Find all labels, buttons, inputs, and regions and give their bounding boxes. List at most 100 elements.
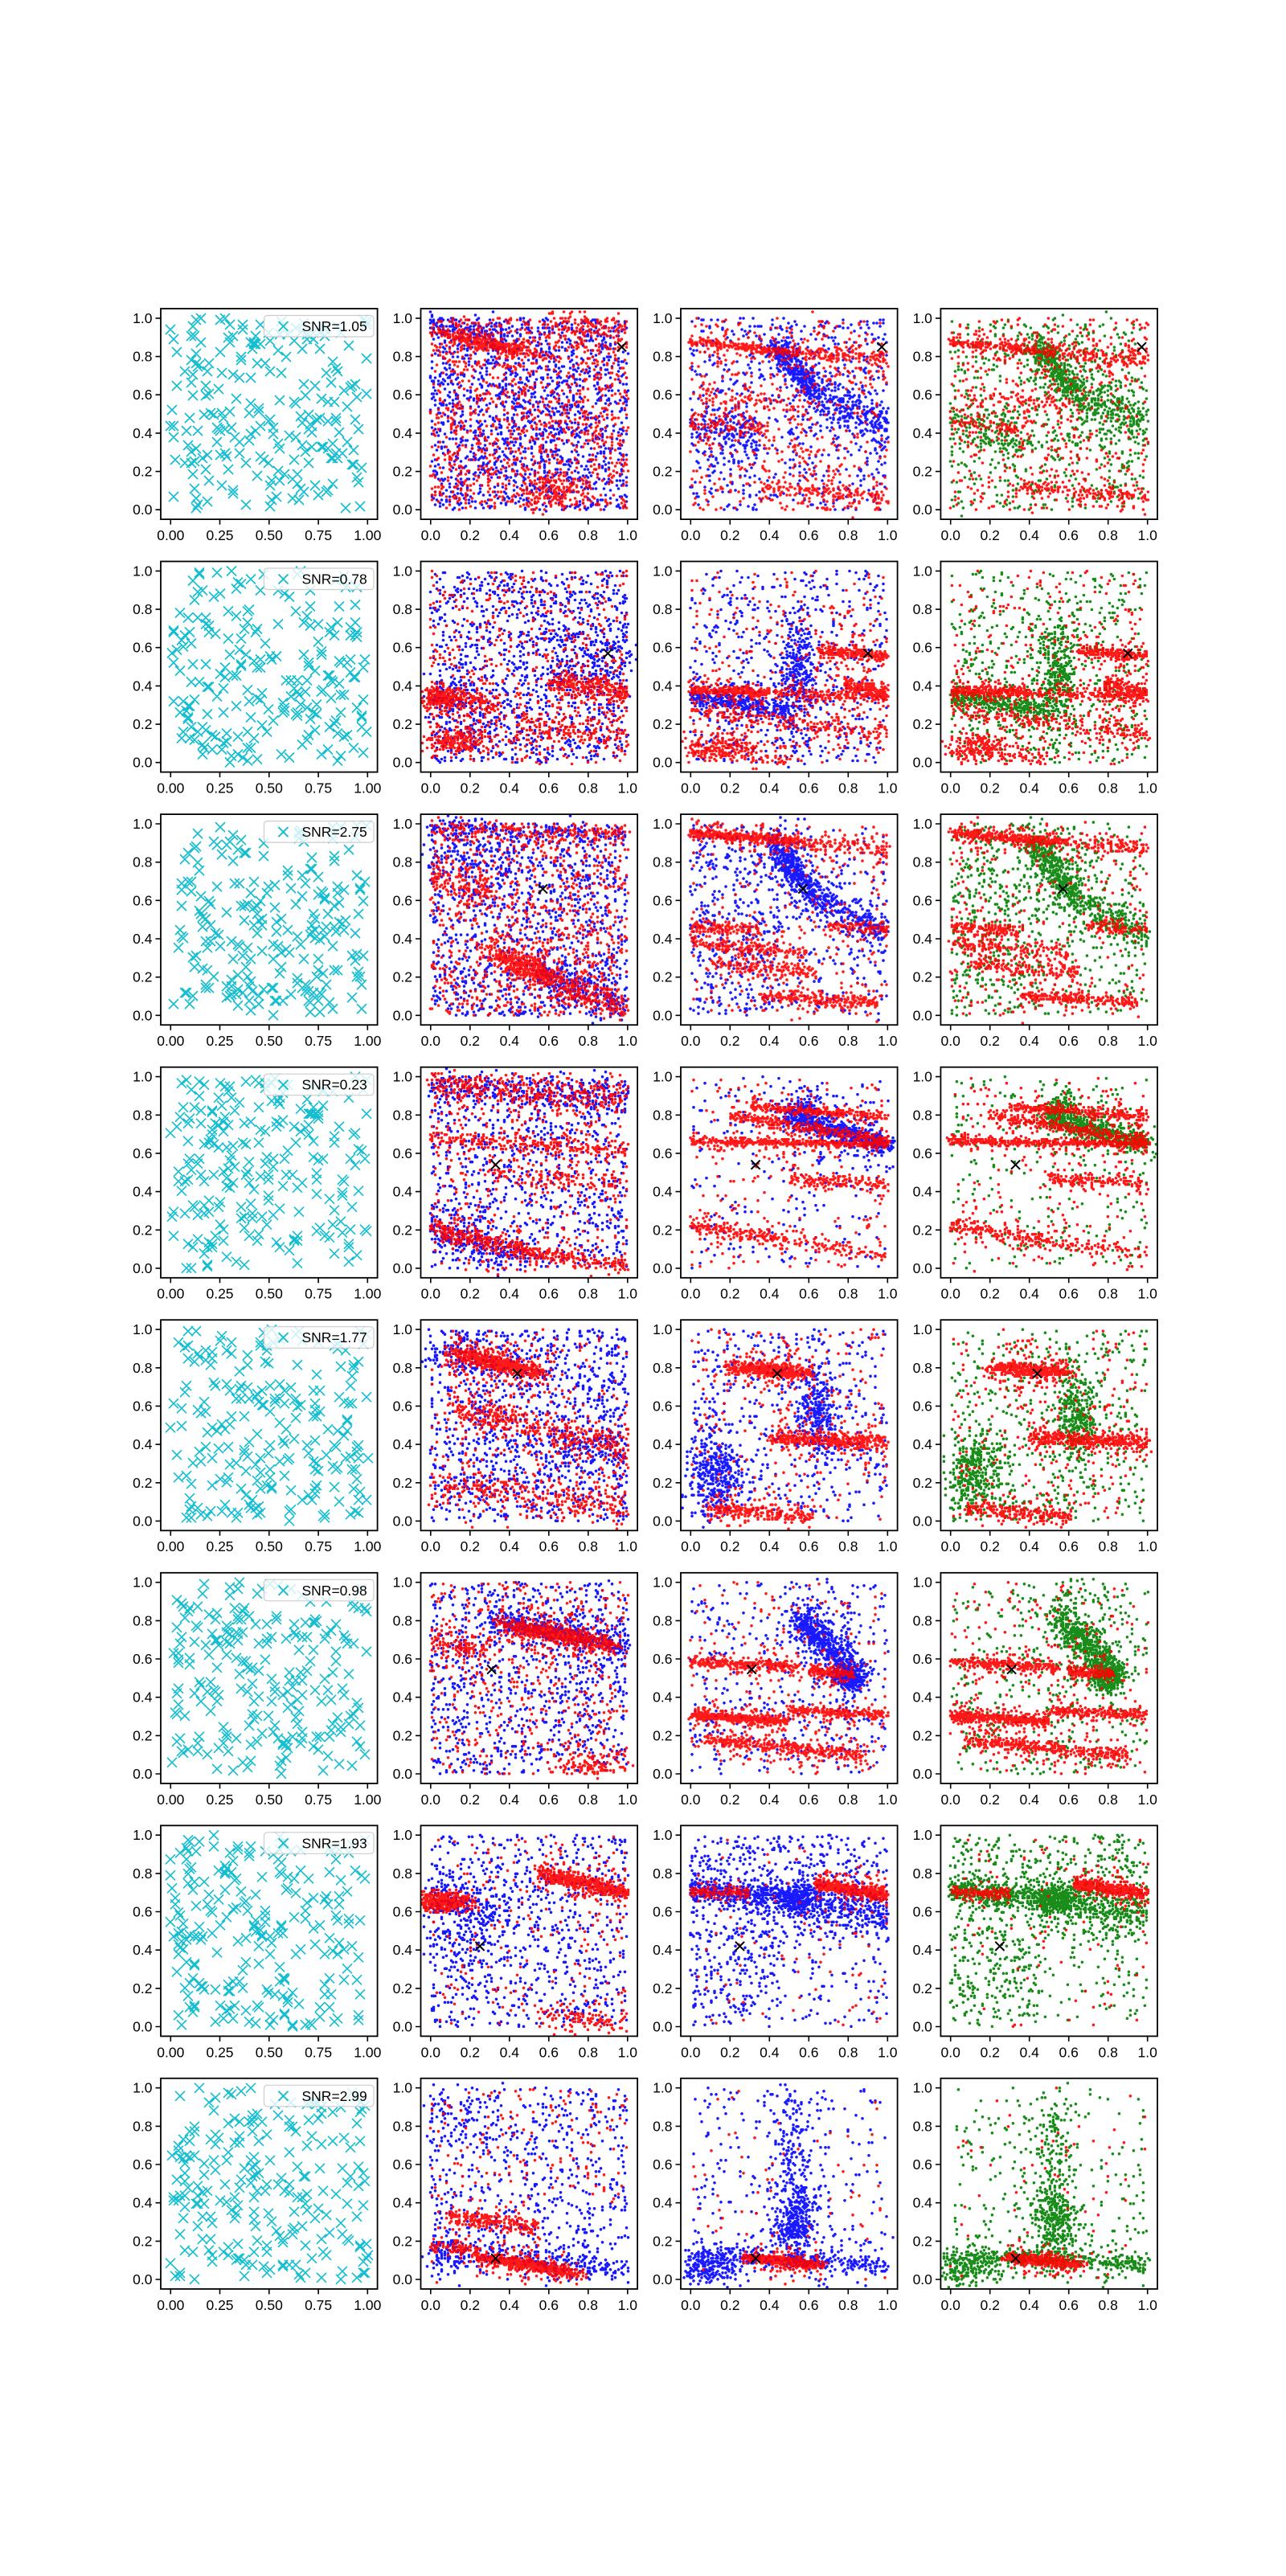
- svg-text:SNR=0.23: SNR=0.23: [302, 1077, 367, 1093]
- svg-text:0.4: 0.4: [500, 1792, 520, 1808]
- svg-text:1.0: 1.0: [1138, 1286, 1158, 1302]
- svg-text:0.6: 0.6: [393, 387, 412, 403]
- svg-text:0.8: 0.8: [393, 2118, 412, 2134]
- svg-text:1.0: 1.0: [878, 1792, 898, 1808]
- svg-text:0.6: 0.6: [799, 2044, 818, 2060]
- svg-text:0.6: 0.6: [539, 1033, 559, 1049]
- svg-text:1.0: 1.0: [913, 816, 933, 832]
- svg-text:0.4: 0.4: [393, 1942, 413, 1958]
- svg-text:0.25: 0.25: [206, 2044, 233, 2060]
- svg-text:0.2: 0.2: [393, 969, 412, 985]
- svg-text:0.0: 0.0: [653, 1007, 673, 1023]
- svg-text:0.8: 0.8: [1099, 2297, 1118, 2313]
- svg-text:0.0: 0.0: [681, 2297, 701, 2313]
- svg-text:1.0: 1.0: [653, 1069, 673, 1085]
- svg-text:0.0: 0.0: [941, 1286, 961, 1302]
- svg-text:0.6: 0.6: [1059, 1792, 1079, 1808]
- svg-text:0.0: 0.0: [393, 2019, 413, 2035]
- svg-text:0.6: 0.6: [1059, 2044, 1079, 2060]
- svg-text:1.0: 1.0: [133, 1069, 153, 1085]
- svg-text:0.4: 0.4: [913, 1689, 933, 1706]
- svg-text:0.6: 0.6: [799, 1538, 818, 1554]
- svg-text:0.0: 0.0: [681, 2044, 701, 2060]
- svg-text:0.6: 0.6: [653, 1651, 672, 1667]
- svg-text:0.8: 0.8: [133, 1360, 152, 1376]
- svg-text:SNR=0.98: SNR=0.98: [302, 1583, 367, 1599]
- svg-text:1.00: 1.00: [354, 1033, 381, 1049]
- svg-text:1.0: 1.0: [618, 1286, 638, 1302]
- svg-text:0.8: 0.8: [1099, 1033, 1118, 1049]
- svg-text:0.2: 0.2: [720, 1286, 739, 1302]
- svg-text:0.2: 0.2: [461, 2297, 480, 2313]
- svg-text:0.6: 0.6: [133, 640, 152, 656]
- svg-text:0.8: 0.8: [653, 1360, 672, 1376]
- svg-text:0.0: 0.0: [393, 1260, 413, 1276]
- svg-text:0.8: 0.8: [1099, 1538, 1118, 1554]
- svg-text:0.4: 0.4: [653, 1184, 673, 1200]
- svg-text:0.2: 0.2: [133, 464, 152, 480]
- svg-text:0.2: 0.2: [133, 969, 152, 985]
- svg-text:0.8: 0.8: [579, 527, 598, 543]
- svg-text:0.25: 0.25: [206, 527, 233, 543]
- svg-text:0.8: 0.8: [1099, 2044, 1118, 2060]
- svg-text:0.4: 0.4: [653, 1436, 673, 1452]
- svg-text:0.2: 0.2: [981, 1792, 1000, 1808]
- svg-text:0.6: 0.6: [539, 2297, 559, 2313]
- svg-text:0.8: 0.8: [838, 1033, 858, 1049]
- svg-text:0.00: 0.00: [157, 1286, 184, 1302]
- svg-text:0.8: 0.8: [393, 349, 412, 365]
- svg-text:0.6: 0.6: [653, 640, 672, 656]
- svg-text:0.8: 0.8: [653, 1865, 672, 1882]
- svg-text:0.0: 0.0: [681, 527, 701, 543]
- svg-text:0.8: 0.8: [133, 349, 152, 365]
- svg-text:SNR=0.78: SNR=0.78: [302, 571, 367, 588]
- svg-text:0.75: 0.75: [305, 1538, 332, 1554]
- svg-text:0.2: 0.2: [720, 2044, 739, 2060]
- svg-text:0.6: 0.6: [539, 2044, 559, 2060]
- svg-text:0.2: 0.2: [461, 1286, 480, 1302]
- svg-text:0.50: 0.50: [256, 1286, 283, 1302]
- svg-text:0.50: 0.50: [256, 2044, 283, 2060]
- svg-text:0.2: 0.2: [913, 716, 932, 732]
- svg-text:0.6: 0.6: [913, 1904, 932, 1920]
- svg-text:1.0: 1.0: [878, 527, 898, 543]
- svg-text:0.8: 0.8: [1099, 527, 1118, 543]
- svg-text:1.0: 1.0: [653, 310, 673, 326]
- svg-text:0.4: 0.4: [133, 1689, 153, 1706]
- svg-text:0.0: 0.0: [653, 1260, 673, 1276]
- svg-text:0.8: 0.8: [393, 1612, 412, 1628]
- svg-text:0.2: 0.2: [133, 1727, 152, 1743]
- svg-text:0.8: 0.8: [579, 1286, 598, 1302]
- svg-text:0.25: 0.25: [206, 1792, 233, 1808]
- svg-text:0.2: 0.2: [720, 2297, 739, 2313]
- svg-text:0.0: 0.0: [421, 780, 441, 797]
- svg-text:0.4: 0.4: [913, 425, 933, 441]
- svg-text:0.8: 0.8: [653, 2118, 672, 2134]
- svg-text:1.00: 1.00: [354, 1792, 381, 1808]
- svg-text:0.8: 0.8: [579, 1538, 598, 1554]
- svg-text:1.0: 1.0: [878, 780, 898, 797]
- svg-text:0.4: 0.4: [133, 931, 153, 947]
- svg-text:0.0: 0.0: [421, 1033, 441, 1049]
- svg-text:1.0: 1.0: [913, 1069, 933, 1085]
- svg-text:0.6: 0.6: [133, 1904, 152, 1920]
- svg-text:0.8: 0.8: [913, 1107, 932, 1123]
- svg-text:0.2: 0.2: [393, 716, 412, 732]
- svg-text:0.0: 0.0: [941, 2044, 961, 2060]
- svg-text:1.0: 1.0: [653, 563, 673, 579]
- svg-text:0.0: 0.0: [941, 527, 961, 543]
- svg-text:1.0: 1.0: [133, 2080, 153, 2096]
- svg-text:0.2: 0.2: [653, 464, 672, 480]
- svg-text:0.4: 0.4: [760, 780, 780, 797]
- svg-text:1.0: 1.0: [618, 1538, 638, 1554]
- svg-text:0.0: 0.0: [133, 2019, 153, 2035]
- svg-text:0.00: 0.00: [157, 1792, 184, 1808]
- svg-text:0.0: 0.0: [653, 2019, 673, 2035]
- svg-text:0.2: 0.2: [720, 1792, 739, 1808]
- svg-text:0.0: 0.0: [421, 1286, 441, 1302]
- svg-text:0.8: 0.8: [393, 1865, 412, 1882]
- svg-text:0.6: 0.6: [913, 387, 932, 403]
- svg-text:1.0: 1.0: [393, 1069, 413, 1085]
- svg-text:0.00: 0.00: [157, 2297, 184, 2313]
- svg-text:1.0: 1.0: [878, 1033, 898, 1049]
